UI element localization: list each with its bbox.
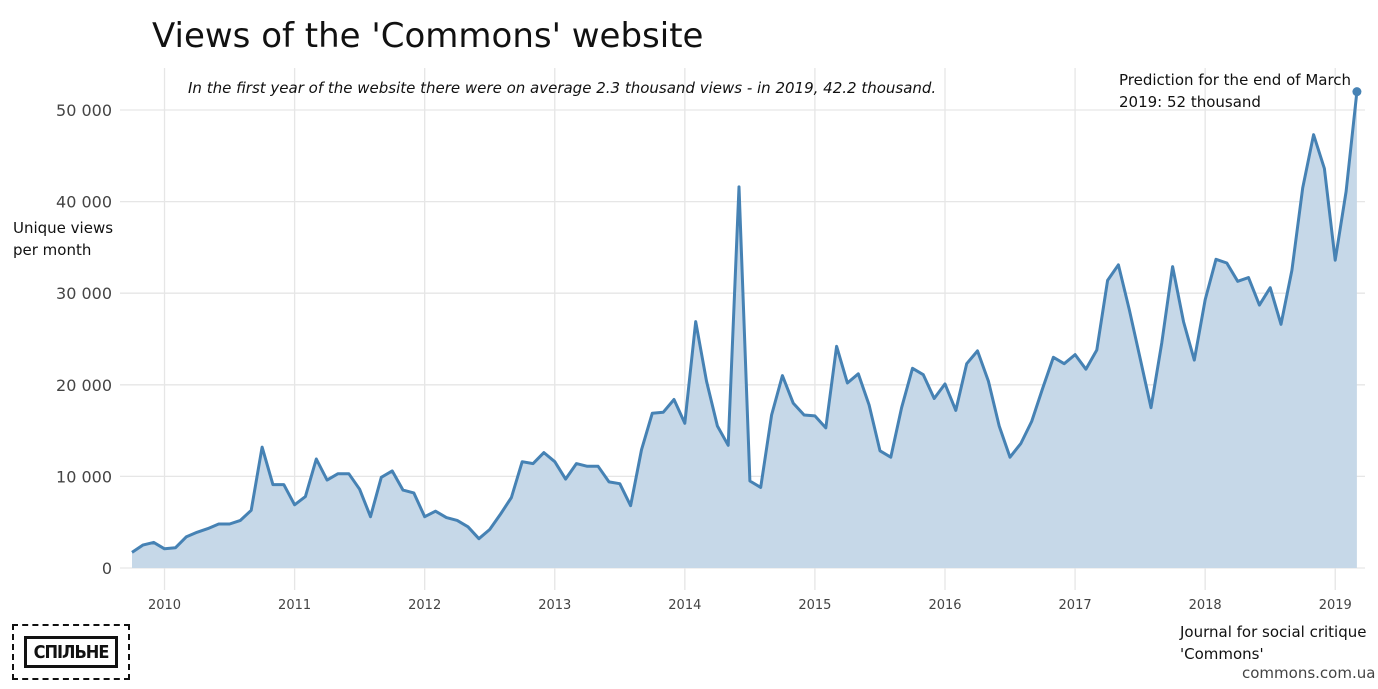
- prediction-point: [1352, 87, 1362, 97]
- x-tick-label: 2012: [408, 598, 441, 613]
- x-tick-label: 2010: [148, 598, 181, 613]
- logo-text: СПІЛЬНЕ: [33, 641, 110, 663]
- y-tick-label: 50 000: [56, 101, 112, 120]
- x-tick-label: 2015: [798, 598, 831, 613]
- y-axis-label: Unique views per month: [13, 219, 114, 259]
- series-line: [131, 91, 1359, 554]
- chart-subtitle: In the first year of the website there w…: [188, 79, 937, 97]
- journal-label: Journal for social critique 'Commons': [1180, 623, 1367, 663]
- plot-area: [131, 87, 1362, 568]
- x-tick-label: 2018: [1189, 598, 1222, 613]
- site-url: commons.com.ua: [1242, 664, 1376, 682]
- x-tick-label: 2011: [278, 598, 311, 613]
- y-tick-label: 0: [102, 559, 112, 578]
- x-tick-label: 2014: [668, 598, 701, 613]
- x-tick-label: 2017: [1059, 598, 1092, 613]
- prediction-annotation: Prediction for the end of March 2019: 52…: [1119, 71, 1352, 111]
- logo: СПІЛЬНЕ: [12, 624, 130, 680]
- y-tick-label: 30 000: [56, 284, 112, 303]
- x-axis-ticks: 2010 2011 2012 2013 2014 2015 2016 2017 2018 2019: [148, 598, 1352, 613]
- y-tick-label: 20 000: [56, 376, 112, 395]
- y-tick-label: 10 000: [56, 467, 112, 486]
- x-tick-label: 2019: [1319, 598, 1352, 613]
- chart-title: Views of the 'Commons' website: [152, 16, 704, 56]
- y-axis-ticks: 0 10 000 20 000 30 000 40 000 50 000: [56, 101, 112, 578]
- x-tick-label: 2016: [928, 598, 961, 613]
- logo-box: СПІЛЬНЕ: [24, 636, 118, 668]
- x-tick-label: 2013: [538, 598, 571, 613]
- y-tick-label: 40 000: [56, 193, 112, 212]
- series-area: [132, 91, 1357, 568]
